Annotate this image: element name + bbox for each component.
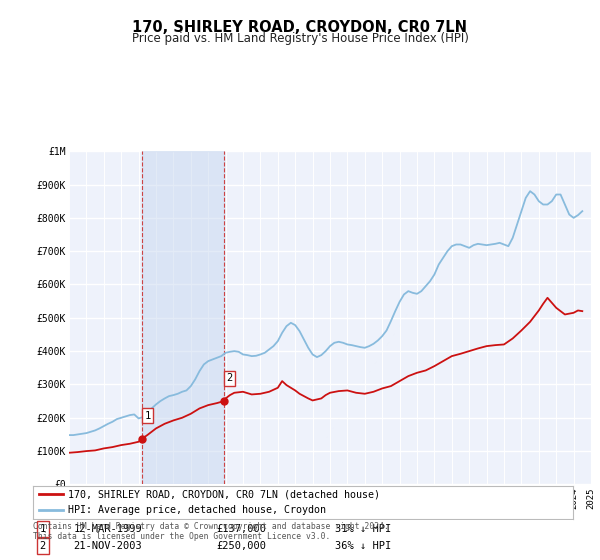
- Text: 170, SHIRLEY ROAD, CROYDON, CR0 7LN: 170, SHIRLEY ROAD, CROYDON, CR0 7LN: [133, 20, 467, 35]
- Text: £250,000: £250,000: [217, 541, 266, 551]
- Text: 2: 2: [40, 541, 46, 551]
- Text: Price paid vs. HM Land Registry's House Price Index (HPI): Price paid vs. HM Land Registry's House …: [131, 32, 469, 45]
- Bar: [142, 151, 224, 484]
- Text: Contains HM Land Registry data © Crown copyright and database right 2024.
This d: Contains HM Land Registry data © Crown c…: [33, 522, 389, 542]
- Text: 1: 1: [40, 524, 46, 534]
- Text: 12-MAR-1999: 12-MAR-1999: [74, 524, 142, 534]
- Text: HPI: Average price, detached house, Croydon: HPI: Average price, detached house, Croy…: [68, 506, 326, 515]
- Text: 36% ↓ HPI: 36% ↓ HPI: [335, 541, 392, 551]
- Text: 31% ↓ HPI: 31% ↓ HPI: [335, 524, 392, 534]
- Text: 21-NOV-2003: 21-NOV-2003: [74, 541, 142, 551]
- Text: 170, SHIRLEY ROAD, CROYDON, CR0 7LN (detached house): 170, SHIRLEY ROAD, CROYDON, CR0 7LN (det…: [68, 489, 380, 499]
- Text: £137,000: £137,000: [217, 524, 266, 534]
- Text: 2: 2: [226, 373, 233, 383]
- Text: 1: 1: [145, 410, 151, 421]
